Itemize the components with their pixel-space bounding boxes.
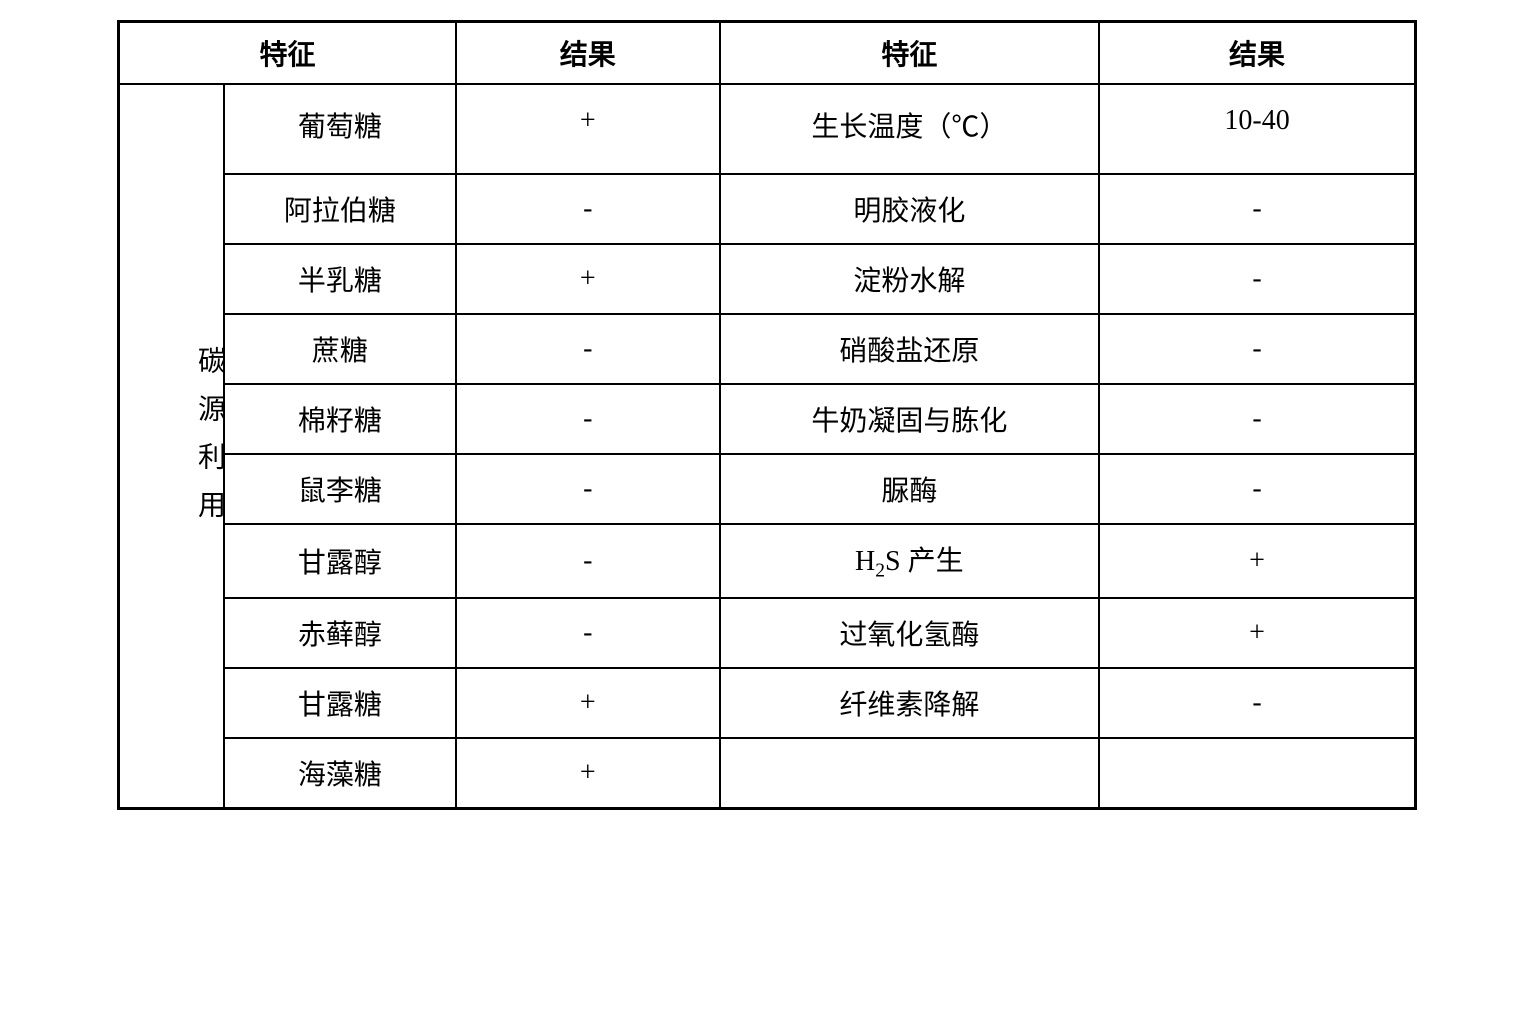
header-feature-1: 特征 (119, 22, 456, 85)
table-body: 碳源利用 葡萄糖 + 生长温度（℃） 10-40 阿拉伯糖 - 明胶液化 - 半… (119, 84, 1416, 808)
table-row: 碳源利用 葡萄糖 + 生长温度（℃） 10-40 (119, 84, 1416, 174)
feature-2-cell (720, 738, 1100, 809)
feature-1-cell: 赤藓醇 (224, 598, 456, 668)
result-2-cell: 10-40 (1099, 84, 1415, 174)
table-row: 半乳糖 + 淀粉水解 - (119, 244, 1416, 314)
header-result-2: 结果 (1099, 22, 1415, 85)
feature-1-cell: 棉籽糖 (224, 384, 456, 454)
table-row: 海藻糖 + (119, 738, 1416, 809)
feature-2-cell: 淀粉水解 (720, 244, 1100, 314)
result-1-cell: + (456, 738, 720, 809)
result-1-cell: + (456, 84, 720, 174)
feature-1-cell: 鼠李糖 (224, 454, 456, 524)
result-1-cell: - (456, 314, 720, 384)
table-row: 阿拉伯糖 - 明胶液化 - (119, 174, 1416, 244)
feature-1-cell: 半乳糖 (224, 244, 456, 314)
feature-2-cell: 牛奶凝固与胨化 (720, 384, 1100, 454)
result-1-cell: + (456, 668, 720, 738)
table-row: 甘露糖 + 纤维素降解 - (119, 668, 1416, 738)
result-2-cell: - (1099, 668, 1415, 738)
result-2-cell: - (1099, 454, 1415, 524)
result-1-cell: + (456, 244, 720, 314)
result-1-cell: - (456, 598, 720, 668)
result-2-cell: - (1099, 244, 1415, 314)
feature-1-cell: 海藻糖 (224, 738, 456, 809)
result-1-cell: - (456, 524, 720, 598)
feature-2-cell: 脲酶 (720, 454, 1100, 524)
feature-2-cell: 明胶液化 (720, 174, 1100, 244)
feature-1-cell: 甘露醇 (224, 524, 456, 598)
characteristics-table: 特征 结果 特征 结果 碳源利用 葡萄糖 + 生长温度（℃） 10-40 阿拉伯… (117, 20, 1417, 810)
header-row: 特征 结果 特征 结果 (119, 22, 1416, 85)
feature-1-cell: 甘露糖 (224, 668, 456, 738)
table-header: 特征 结果 特征 结果 (119, 22, 1416, 85)
feature-1-cell: 葡萄糖 (224, 84, 456, 174)
table-row: 鼠李糖 - 脲酶 - (119, 454, 1416, 524)
table-row: 棉籽糖 - 牛奶凝固与胨化 - (119, 384, 1416, 454)
characteristics-table-container: 特征 结果 特征 结果 碳源利用 葡萄糖 + 生长温度（℃） 10-40 阿拉伯… (117, 20, 1417, 810)
header-feature-2: 特征 (720, 22, 1100, 85)
table-row: 赤藓醇 - 过氧化氢酶 + (119, 598, 1416, 668)
result-1-cell: - (456, 174, 720, 244)
result-2-cell (1099, 738, 1415, 809)
category-cell: 碳源利用 (119, 84, 224, 808)
feature-1-cell: 阿拉伯糖 (224, 174, 456, 244)
feature-2-cell: 硝酸盐还原 (720, 314, 1100, 384)
feature-2-cell-h2s: H2S 产生 (720, 524, 1100, 598)
result-1-cell: - (456, 384, 720, 454)
result-2-cell: - (1099, 314, 1415, 384)
header-result-1: 结果 (456, 22, 720, 85)
result-2-cell: + (1099, 524, 1415, 598)
feature-1-cell: 蔗糖 (224, 314, 456, 384)
table-row: 蔗糖 - 硝酸盐还原 - (119, 314, 1416, 384)
result-2-cell: - (1099, 384, 1415, 454)
feature-2-cell: 生长温度（℃） (720, 84, 1100, 174)
result-2-cell: - (1099, 174, 1415, 244)
result-2-cell: + (1099, 598, 1415, 668)
feature-2-cell: 过氧化氢酶 (720, 598, 1100, 668)
feature-2-cell: 纤维素降解 (720, 668, 1100, 738)
result-1-cell: - (456, 454, 720, 524)
table-row: 甘露醇 - H2S 产生 + (119, 524, 1416, 598)
